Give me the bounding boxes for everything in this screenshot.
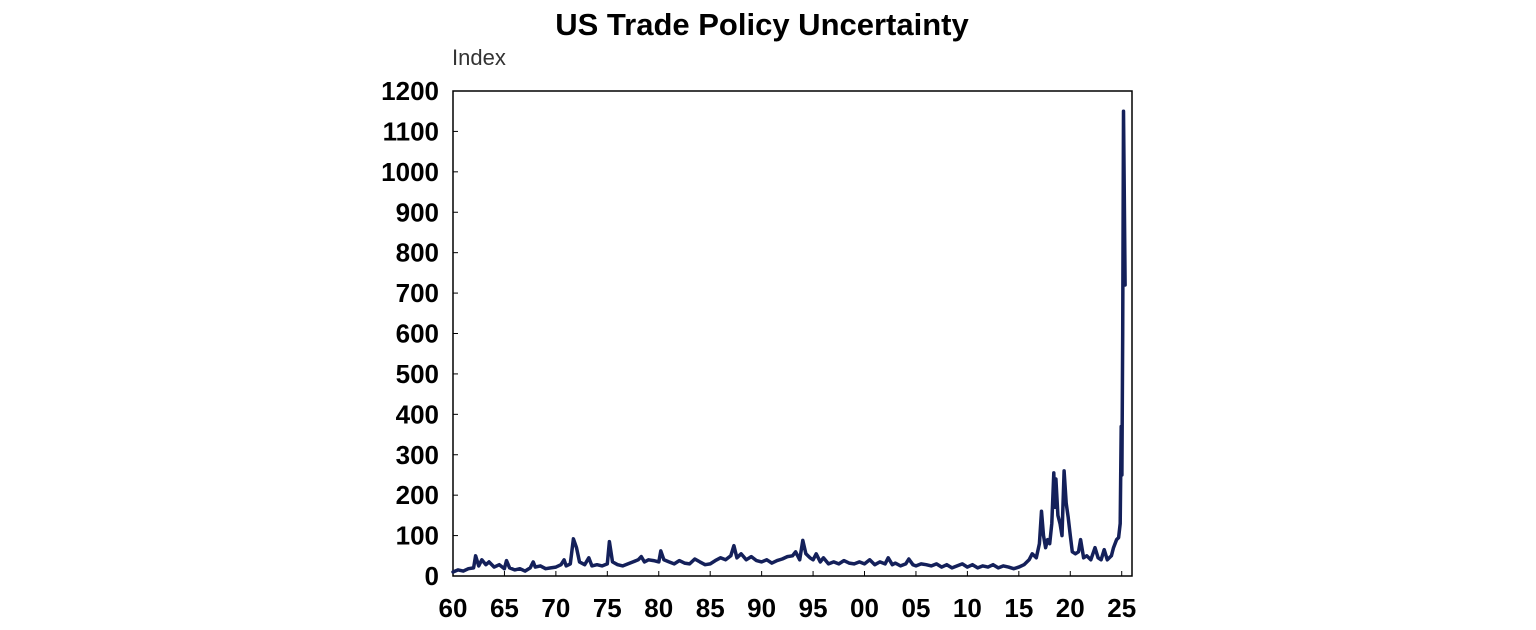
y-tick-label: 100 [396, 521, 439, 551]
x-tick-label: 20 [1056, 593, 1085, 623]
y-axis-unit-label: Index [452, 45, 506, 70]
y-tick-label: 1000 [381, 157, 439, 187]
x-tick-label: 15 [1004, 593, 1033, 623]
x-tick-label: 65 [490, 593, 519, 623]
x-tick-label: 25 [1107, 593, 1136, 623]
y-tick-label: 200 [396, 480, 439, 510]
y-tick-label: 300 [396, 440, 439, 470]
y-tick-label: 700 [396, 278, 439, 308]
y-tick-label: 1200 [381, 76, 439, 106]
x-tick-label: 70 [541, 593, 570, 623]
x-tick-label: 95 [799, 593, 828, 623]
y-tick-label: 0 [425, 561, 439, 591]
x-tick-label: 80 [644, 593, 673, 623]
series-group [451, 109, 1127, 574]
x-tick-label: 85 [696, 593, 725, 623]
y-tick-label: 400 [396, 399, 439, 429]
x-tick-label: 05 [901, 593, 930, 623]
x-axis: 60 65 70 75 80 85 90 95 00 05 10 15 20 25 [439, 571, 1136, 623]
x-tick-label: 75 [593, 593, 622, 623]
x-tick-label: 90 [747, 593, 776, 623]
x-tick-label: 00 [850, 593, 879, 623]
y-axis: 0 100 200 300 400 500 600 700 800 900 1000 1100 1200 [381, 76, 458, 591]
x-tick-label: 60 [439, 593, 468, 623]
y-tick-label: 900 [396, 197, 439, 227]
x-tick-label: 10 [953, 593, 982, 623]
series-line [451, 109, 1127, 574]
y-tick-label: 800 [396, 238, 439, 268]
chart-title: US Trade Policy Uncertainty [555, 7, 969, 42]
plot-frame [452, 90, 1133, 577]
y-tick-label: 600 [396, 319, 439, 349]
y-tick-label: 500 [396, 359, 439, 389]
y-tick-label: 1100 [383, 116, 439, 146]
